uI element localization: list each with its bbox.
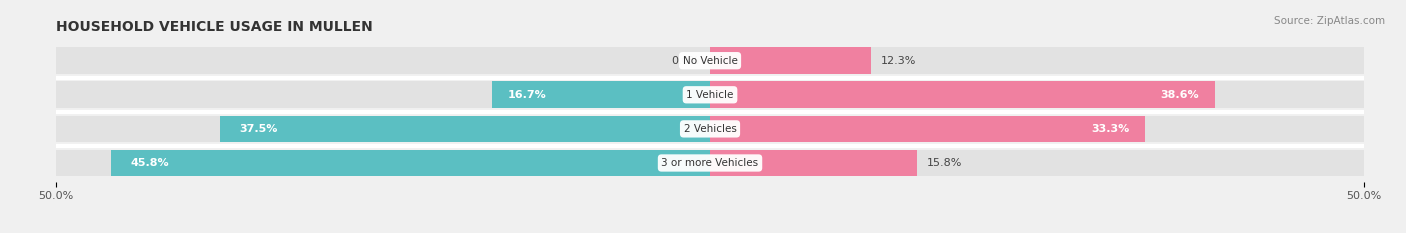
Text: 37.5%: 37.5%	[239, 124, 277, 134]
Text: 3 or more Vehicles: 3 or more Vehicles	[661, 158, 759, 168]
Bar	[710, 82, 1215, 108]
Text: 15.8%: 15.8%	[927, 158, 963, 168]
Text: 45.8%: 45.8%	[131, 158, 169, 168]
Text: HOUSEHOLD VEHICLE USAGE IN MULLEN: HOUSEHOLD VEHICLE USAGE IN MULLEN	[56, 20, 373, 34]
Text: 16.7%: 16.7%	[508, 90, 546, 100]
Bar	[710, 150, 917, 176]
Bar	[111, 150, 710, 176]
Bar	[56, 116, 1364, 142]
Bar	[56, 47, 1364, 74]
Text: 2 Vehicles: 2 Vehicles	[683, 124, 737, 134]
Bar	[56, 82, 1364, 108]
Text: 0.0%: 0.0%	[671, 56, 700, 66]
Bar	[710, 116, 1146, 142]
Bar	[710, 47, 870, 74]
Text: No Vehicle: No Vehicle	[682, 56, 738, 66]
Text: Source: ZipAtlas.com: Source: ZipAtlas.com	[1274, 16, 1385, 26]
Text: 38.6%: 38.6%	[1160, 90, 1199, 100]
Bar	[492, 82, 710, 108]
Bar	[56, 150, 1364, 176]
Bar	[219, 116, 710, 142]
Text: 33.3%: 33.3%	[1091, 124, 1130, 134]
Text: 1 Vehicle: 1 Vehicle	[686, 90, 734, 100]
Text: 12.3%: 12.3%	[882, 56, 917, 66]
